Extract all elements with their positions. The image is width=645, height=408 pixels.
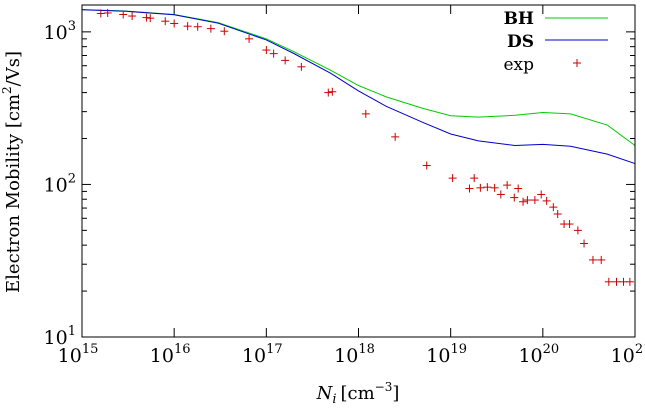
data-point-exp [297, 62, 306, 71]
data-point-exp [612, 277, 621, 286]
data-point-exp [604, 277, 613, 286]
data-point-exp [96, 9, 105, 18]
x-axis-unit-close: ] [392, 383, 399, 404]
data-point-exp [510, 193, 519, 202]
data-point-exp [625, 277, 634, 286]
data-point-exp [476, 183, 485, 192]
data-point-exp [490, 183, 499, 192]
x-tick-label: 1019 [426, 342, 467, 367]
legend-label-ds: DS [507, 32, 534, 52]
data-point-exp [245, 34, 254, 43]
data-point-exp [119, 10, 128, 19]
x-axis-subscript: i [332, 392, 336, 407]
data-point-exp [391, 132, 400, 141]
y-axis-label-main: Electron Mobility [cm [3, 94, 24, 293]
data-point-exp [523, 196, 532, 205]
data-point-exp [588, 255, 597, 264]
data-point-exp [142, 13, 151, 22]
data-point-exp [146, 14, 155, 23]
data-point-exp [161, 17, 170, 26]
x-tick-label: 1016 [150, 342, 191, 367]
data-point-exp [324, 88, 333, 97]
x-axis-symbol: N [316, 383, 334, 404]
data-point-exp [519, 197, 528, 206]
x-axis-label: Ni [cm−3] [316, 380, 400, 407]
data-point-exp [281, 56, 290, 65]
data-point-exp [465, 184, 474, 193]
y-tick-label: 101 [44, 324, 76, 349]
data-point-exp [597, 255, 606, 264]
data-point-exp [328, 87, 337, 96]
data-point-exp [542, 196, 551, 205]
data-point-exp [170, 19, 179, 28]
data-point-exp [573, 226, 582, 235]
data-point-exp [220, 27, 229, 36]
plot-series [81, 8, 636, 286]
data-point-exp [537, 190, 546, 199]
data-point-exp [128, 12, 137, 21]
x-tick-label: 1017 [242, 342, 283, 367]
x-axis-unit-exponent: −3 [375, 380, 393, 394]
data-point-exp [183, 22, 192, 31]
y-axis-label-exponent: 2 [0, 86, 14, 94]
legend-label-exp: exp [503, 55, 534, 75]
data-point-exp [448, 174, 457, 183]
data-point-exp [549, 203, 558, 212]
x-tick-label: 1020 [518, 342, 559, 367]
data-point-exp [103, 8, 112, 17]
data-point-exp [206, 24, 215, 33]
y-tick-label: 103 [44, 19, 76, 44]
data-point-exp [580, 239, 589, 248]
data-point-exp [503, 181, 512, 190]
data-point-exp [269, 49, 278, 58]
series-line-ds [81, 9, 636, 165]
data-point-exp [422, 161, 431, 170]
data-point-exp [514, 184, 523, 193]
tick-marks [81, 5, 636, 338]
legend: BH DS exp [503, 9, 608, 75]
x-tick-label: 1015 [58, 342, 99, 367]
data-point-exp [530, 196, 539, 205]
data-point-exp [483, 183, 492, 192]
x-axis-unit: [cm [341, 383, 375, 404]
data-point-exp [361, 109, 370, 118]
data-point-exp [553, 210, 562, 219]
data-point-exp [496, 190, 505, 199]
data-point-exp [193, 22, 202, 31]
data-point-exp [565, 220, 574, 229]
y-axis-label: Electron Mobility [cm2/Vs] [0, 51, 24, 293]
legend-label-bh: BH [504, 9, 534, 29]
y-tick-label: 102 [44, 171, 76, 196]
y-axis-label-tail: /Vs] [3, 51, 24, 86]
legend-marker-exp [573, 59, 581, 67]
x-tick-label: 1018 [334, 342, 375, 367]
data-point-exp [470, 174, 479, 183]
data-point-exp [262, 46, 271, 55]
